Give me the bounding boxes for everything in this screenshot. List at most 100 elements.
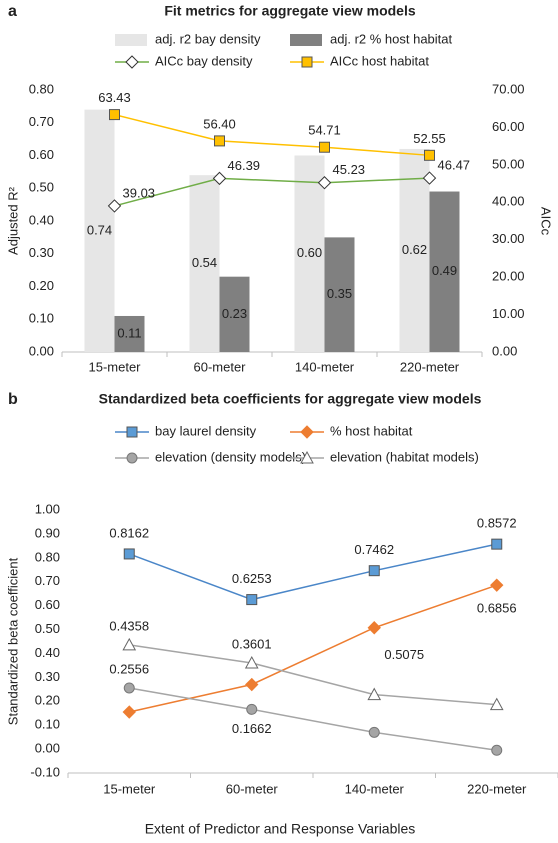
data-label: 39.03 [123,185,156,200]
data-label: 0.60 [297,245,322,260]
y-tick-label: 0.70 [35,573,60,588]
y-tick-label: 0.40 [35,645,60,660]
legend-label: adj. r2 bay density [155,31,261,46]
marker [424,149,435,161]
data-label: 0.54 [192,255,217,270]
y-tick-label: 0.30 [29,245,54,260]
legend-swatch [290,34,322,46]
y2-tick-label: 50.00 [492,156,525,171]
y-tick-label: 0.80 [35,549,60,564]
marker [214,135,225,147]
data-label: 46.39 [228,158,261,173]
marker [491,538,503,550]
marker [107,199,122,213]
marker [122,705,136,719]
bar [429,191,460,352]
bar [294,155,325,352]
marker [123,548,135,560]
line [114,113,430,157]
marker [300,450,314,464]
bar [324,237,355,352]
bar [219,276,250,352]
marker [126,426,138,438]
y2-tick-label: 70.00 [492,81,525,96]
chart-title: Fit metrics for aggregate view models [164,3,416,19]
data-label: 0.11 [117,325,141,340]
line [129,584,497,713]
chart-title: Standardized beta coefficients for aggre… [99,391,482,407]
legend-label: AICc host habitat [330,53,429,68]
marker [368,565,380,577]
marker [212,171,227,186]
y2-tick-label: 10.00 [492,306,525,321]
y-tick-label: 0.00 [29,343,54,358]
legend-label: bay laurel density [155,423,257,438]
data-label: 52.55 [413,131,446,146]
data-label: 0.6253 [232,571,272,586]
legend-label: adj. r2 % host habitat [330,31,453,46]
x-axis-title: Extent of Predictor and Response Variabl… [145,821,416,837]
y-tick-label: 1.00 [35,501,60,516]
data-label: 0.4358 [109,618,149,633]
data-label: 0.2556 [109,661,149,676]
y-tick-label: 0.30 [35,669,60,684]
data-label: 0.7462 [354,542,394,557]
y-tick-label: 0.20 [29,278,54,293]
data-label: 54.71 [308,123,341,138]
y2-tick-label: 20.00 [492,269,525,284]
marker [317,176,332,190]
data-label: 0.62 [402,242,427,257]
marker [367,687,382,701]
x-tick-label: 220-meter [467,781,527,796]
legend-label: AICc bay density [155,53,253,68]
y-tick-label: 0.10 [35,717,60,732]
y-tick-label: 0.50 [35,621,60,636]
data-label: 56.40 [203,116,236,131]
line [128,543,497,601]
legend-label: elevation (density models) [155,449,306,464]
legend-label: % host habitat [330,423,413,438]
marker [300,425,314,439]
y-tick-label: 0.20 [35,693,60,708]
bar [114,315,145,352]
marker [246,703,258,715]
y-tick-label: 0.50 [29,180,54,195]
x-tick-label: 140-meter [345,781,405,796]
marker [422,171,437,185]
bar [84,109,115,353]
y-tick-label: 0.60 [35,597,60,612]
legend-swatch [115,34,147,46]
marker [367,621,381,635]
data-label: 0.3601 [232,636,272,651]
x-tick-label: 140-meter [295,359,355,374]
data-label: 0.1662 [232,721,272,736]
y-tick-label: 0.40 [29,212,54,227]
marker [491,744,503,756]
x-tick-label: 220-meter [400,359,460,374]
marker [126,452,138,464]
x-tick-label: 60-meter [226,781,279,796]
marker [122,637,137,651]
data-label: 0.49 [432,263,457,278]
line [114,177,430,207]
data-label: 63.43 [98,90,131,105]
x-tick-label: 15-meter [88,359,141,374]
y-tick-label: -0.10 [30,764,60,779]
data-label: 45.23 [333,162,366,177]
data-label: 0.35 [327,286,352,301]
marker [245,677,259,692]
y-tick-label: 0.70 [29,114,54,129]
panel-label: a [8,3,17,20]
y-axis-title: Standardized beta coefficient [5,557,20,725]
bar [399,148,430,352]
y2-tick-label: 0.00 [492,343,517,358]
y-tick-label: 0.00 [35,741,60,756]
y-tick-label: 0.10 [29,311,54,326]
line [129,644,497,706]
marker [319,141,330,153]
marker [246,594,258,606]
data-label: 0.5075 [384,647,424,662]
data-label: 0.8162 [109,525,149,540]
marker [109,109,120,121]
